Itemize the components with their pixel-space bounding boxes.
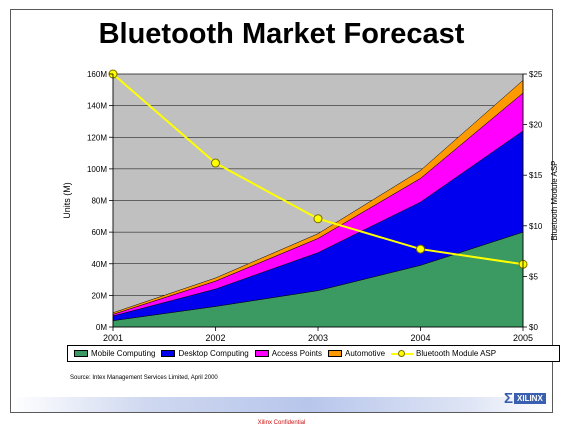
legend-item: Bluetooth Module ASP: [391, 349, 496, 358]
y-tick-label: 100M: [87, 165, 107, 174]
y-tick-label: 140M: [87, 102, 107, 111]
legend-label: Desktop Computing: [178, 349, 249, 358]
legend-swatch: [161, 350, 176, 357]
legend-swatch: [254, 350, 269, 357]
legend: Mobile Computing Desktop Computing Access …: [67, 345, 560, 362]
footer-bar: [11, 397, 552, 412]
xilinx-logo-mark: Σ: [504, 390, 514, 407]
x-tick-label: 2005: [513, 333, 533, 343]
legend-label: Mobile Computing: [91, 349, 156, 358]
y2-tick-label: $0: [529, 323, 538, 332]
y2-tick-label: $20: [529, 121, 543, 130]
legend-item: Automotive: [328, 349, 385, 358]
xilinx-logo: Σ XILINX: [504, 391, 546, 406]
legend-label: Automotive: [345, 349, 386, 358]
legend-label: Access Points: [271, 349, 322, 358]
y2-tick-label: $25: [529, 70, 543, 79]
chart-title: Bluetooth Market Forecast: [98, 18, 465, 50]
x-tick-label: 2001: [103, 333, 123, 343]
y2-axis-label: Bluetooth Module ASP: [550, 160, 559, 240]
y-tick-label: 0M: [96, 323, 107, 332]
y-tick-label: 20M: [91, 291, 107, 300]
legend-swatch: [74, 350, 88, 357]
chart-svg: 0M 20M 40M 60M 80M 100M 120M 140M 160M $0 $5 $10 $15…: [62, 69, 559, 343]
asp-point: [313, 214, 323, 224]
confidential-label: Xilinx Confidential: [257, 420, 306, 426]
y2-tick-label: $10: [529, 222, 543, 231]
legend-swatch: [328, 350, 342, 357]
x-tick-label: 2002: [205, 333, 225, 343]
y-axis-label: Units (M): [62, 182, 72, 219]
asp-point: [416, 244, 425, 254]
y2-tick-label: $15: [529, 171, 543, 180]
xilinx-logo-text: XILINX: [514, 393, 546, 404]
y2-tick-label: $5: [529, 272, 538, 281]
x-tick-label: 2004: [410, 333, 430, 343]
legend-line-swatch: [391, 349, 414, 358]
y-tick-label: 40M: [91, 260, 107, 269]
asp-point: [211, 158, 220, 168]
y-tick-label: 60M: [91, 228, 107, 237]
legend-item: Desktop Computing: [161, 349, 249, 358]
x-tick-label: 2003: [308, 333, 328, 343]
y-tick-label: 80M: [91, 197, 107, 206]
legend-item: Mobile Computing: [74, 349, 155, 358]
legend-label: Bluetooth Module ASP: [416, 349, 497, 358]
legend-item: Access Points: [254, 349, 322, 358]
y-tick-label: 160M: [87, 70, 107, 79]
y-tick-label: 120M: [87, 133, 107, 142]
source-note: Source: Intex Management Services Limite…: [70, 375, 218, 381]
